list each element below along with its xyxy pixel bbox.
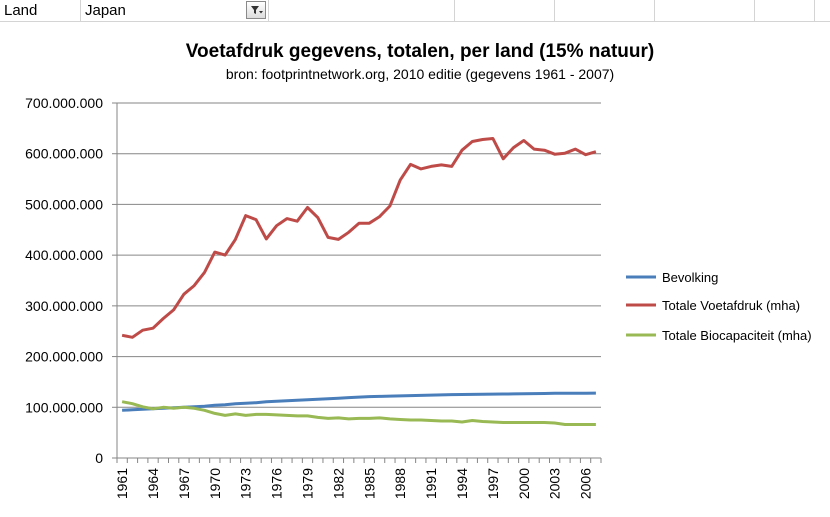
x-tick-label: 1994 — [454, 468, 470, 499]
x-tick-label: 1970 — [207, 468, 223, 499]
chart-title: Voetafdruk gegevens, totalen, per land (… — [186, 41, 654, 62]
empty-cell — [655, 0, 755, 21]
country-select[interactable]: Japan — [81, 0, 269, 21]
y-tick-label: 100.000.000 — [25, 399, 103, 415]
footprint-chart: Voetafdruk gegevens, totalen, per land (… — [25, 41, 812, 499]
filter-bar: Land Japan — [0, 0, 830, 22]
series-line-2 — [121, 400, 596, 426]
y-tick-label: 500.000.000 — [25, 196, 103, 212]
y-tick-label: 0 — [95, 450, 103, 466]
legend-label-0: Bevolking — [662, 270, 718, 285]
x-tick-label: 1973 — [238, 468, 254, 499]
empty-cell — [755, 0, 815, 21]
filter-funnel-icon — [251, 6, 263, 14]
empty-cell — [455, 0, 555, 21]
y-tick-label: 300.000.000 — [25, 298, 103, 314]
y-tick-label: 400.000.000 — [25, 247, 103, 263]
y-tick-label: 200.000.000 — [25, 349, 103, 365]
x-tick-label: 1997 — [485, 468, 501, 499]
filter-label: Land — [0, 0, 81, 21]
x-tick-label: 1982 — [330, 468, 346, 499]
series-line-1 — [121, 137, 597, 339]
legend-label-1: Totale Voetafdruk (mha) — [662, 298, 800, 313]
x-tick-label: 1976 — [269, 468, 285, 499]
x-tick-label: 1967 — [176, 468, 192, 499]
empty-cell — [269, 0, 455, 21]
x-tick-label: 1985 — [361, 468, 377, 499]
y-tick-label: 700.000.000 — [25, 95, 103, 111]
x-tick-label: 2000 — [516, 468, 532, 499]
empty-cell — [555, 0, 655, 21]
x-tick-label: 2003 — [547, 468, 563, 499]
x-tick-label: 1964 — [145, 468, 161, 499]
x-tick-label: 1988 — [392, 468, 408, 499]
y-tick-label: 600.000.000 — [25, 146, 103, 162]
x-tick-label: 1979 — [300, 468, 316, 499]
series-line-0 — [122, 391, 596, 412]
x-tick-label: 2006 — [578, 468, 594, 499]
legend-label-2: Totale Biocapaciteit (mha) — [662, 328, 812, 343]
chart-subtitle: bron: footprintnetwork.org, 2010 editie … — [226, 66, 614, 82]
filter-dropdown-button[interactable] — [246, 1, 266, 19]
x-tick-label: 1991 — [423, 468, 439, 499]
x-tick-label: 1961 — [114, 468, 130, 499]
